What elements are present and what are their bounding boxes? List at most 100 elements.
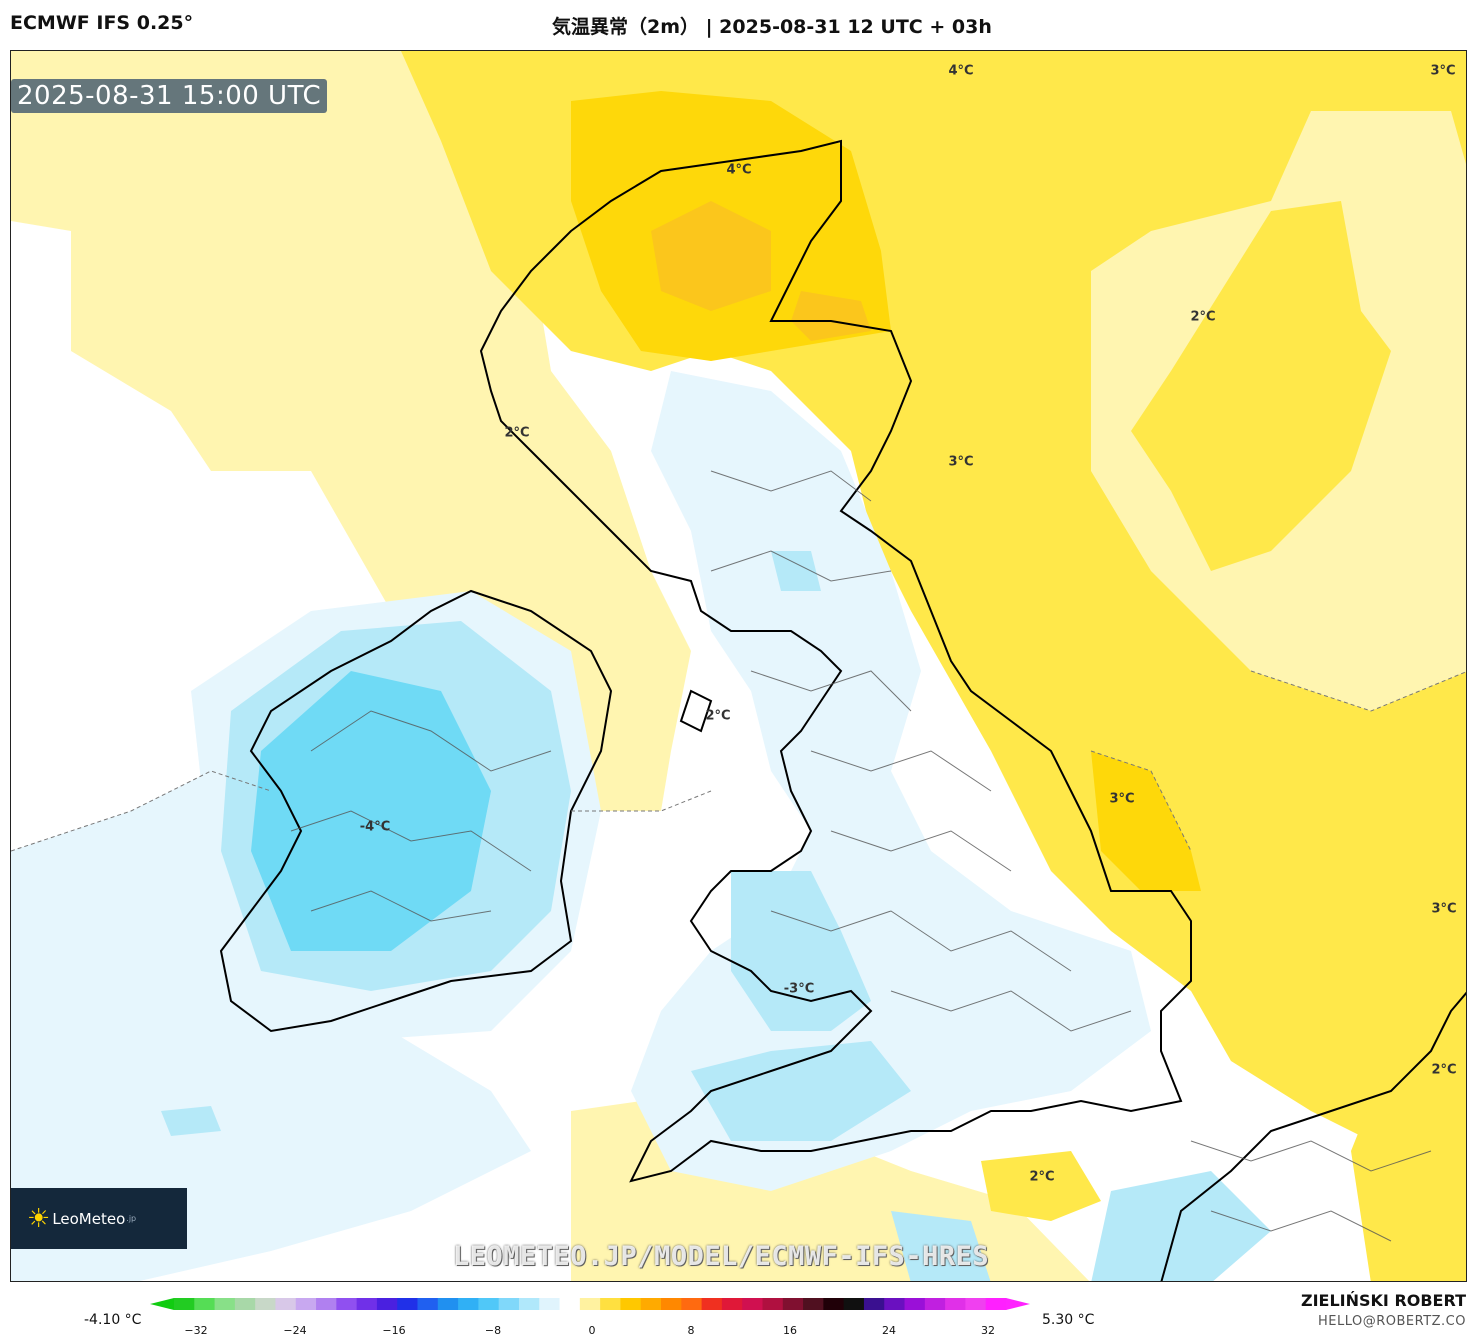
admin-borders <box>290 470 1432 1242</box>
colorbar-swatch <box>458 1298 479 1310</box>
cold-region-brittany <box>891 1211 991 1281</box>
colorbar-swatch <box>275 1298 297 1310</box>
contour-label: 3°C <box>948 454 974 470</box>
colorbar-swatch <box>661 1298 682 1310</box>
colorbar-swatch <box>214 1298 236 1310</box>
warm-blob-east <box>1131 201 1391 571</box>
colorbar-tick-label: −32 <box>184 1324 208 1337</box>
colorbar-tick-label: 0 <box>588 1324 596 1337</box>
chart-title: 気温異常（2m） | 2025-08-31 12 UTC + 03h <box>552 16 992 38</box>
hot-core-scotland <box>651 201 771 311</box>
coast-france <box>1160 991 1466 1281</box>
colorbar-swatch <box>579 1298 601 1310</box>
cold-blob-small <box>161 1106 221 1136</box>
colorbar-min-arrow <box>150 1298 174 1310</box>
colorbar-tick-label: −24 <box>283 1324 307 1337</box>
colorbar-max-arrow <box>1006 1298 1030 1310</box>
colorbar-swatch <box>985 1298 1007 1310</box>
colorbar-swatch <box>721 1298 743 1310</box>
colorbar-swatch <box>640 1298 662 1310</box>
colorbar-swatch <box>965 1298 987 1310</box>
colorbar-swatch <box>174 1298 195 1310</box>
contour-label: -4°C <box>359 819 391 835</box>
contour-label: -3°C <box>783 981 815 997</box>
colorbar-swatch <box>417 1298 439 1310</box>
colorbar-swatch <box>701 1298 723 1310</box>
cold-blob-north-england <box>771 551 821 591</box>
colorbar-swatch <box>600 1298 621 1310</box>
colorbar-swatch <box>803 1298 824 1310</box>
author-email[interactable]: HELLO@ROBERTZ.CO <box>1317 1314 1466 1329</box>
contour-label: 2°C <box>504 425 530 441</box>
cold-region-wales <box>731 871 871 1031</box>
colorbar-swatch <box>904 1298 926 1310</box>
strong-cold-region-ireland <box>251 671 491 951</box>
colorbar-swatch <box>539 1298 561 1310</box>
model-name: ECMWF IFS 0.25° <box>10 12 194 34</box>
colorbar-swatch <box>924 1298 946 1310</box>
coast-scotland <box>479 139 1192 1183</box>
contour-label: 2°C <box>1431 1062 1457 1078</box>
colorbar-tick-label: 16 <box>783 1324 797 1337</box>
colorbar-tick-label: 8 <box>687 1324 695 1337</box>
colorbar-swatch <box>762 1298 784 1310</box>
colorbar-swatch <box>194 1298 216 1310</box>
coast-isle-of-man <box>679 689 713 733</box>
source-watermark: LEOMETEO.JP/MODEL/ECMWF-IFS-HRES <box>453 1241 990 1272</box>
sun-icon: ☀ <box>27 1203 51 1234</box>
colorbar-swatch <box>518 1298 540 1310</box>
colorbar-swatch <box>376 1298 398 1310</box>
contour-label: 3°C <box>1431 901 1457 917</box>
colorbar-swatch <box>742 1298 763 1310</box>
colorbar-swatch <box>295 1298 317 1310</box>
colorbar-tick-label: −8 <box>484 1324 502 1337</box>
warm-blob-channel <box>981 1151 1101 1221</box>
colorbar-swatch <box>620 1298 642 1310</box>
strong-warm-region-lincs <box>1091 751 1201 891</box>
colorbar-swatch <box>843 1298 865 1310</box>
colorbar <box>150 1298 1030 1310</box>
colorbar-swatch <box>498 1298 520 1310</box>
contour-label: 2°C <box>705 708 731 724</box>
colorbar-swatch <box>478 1298 500 1310</box>
contour-label: 3°C <box>1430 63 1456 79</box>
colorbar-swatch <box>782 1298 804 1310</box>
colorbar-swatch <box>945 1298 966 1310</box>
colorbar-swatch <box>437 1298 459 1310</box>
anomaly-map <box>11 51 1466 1281</box>
colorbar-swatch <box>255 1298 276 1310</box>
logo-suffix: .jp <box>126 1214 137 1223</box>
cold-region-france <box>1091 1171 1271 1281</box>
colorbar-swatch <box>336 1298 358 1310</box>
colorbar-swatch <box>863 1298 885 1310</box>
mild-cold-region-atlantic <box>11 771 531 1281</box>
map-panel[interactable]: 4°C 3°C 4°C 2°C 2°C 3°C 2°C -4°C 3°C 3°C… <box>10 50 1467 1282</box>
colorbar-swatch <box>823 1298 845 1310</box>
colorbar-swatch <box>681 1298 703 1310</box>
contour-label: 2°C <box>1190 309 1216 325</box>
contour-label: 2°C <box>1029 1169 1055 1185</box>
contour-label: 4°C <box>948 63 974 79</box>
colorbar-swatch <box>234 1298 256 1310</box>
cold-region-southwest <box>691 1041 911 1141</box>
colorbar-swatch <box>559 1298 581 1310</box>
contour-label: 3°C <box>1109 791 1135 807</box>
colorbar-swatch <box>356 1298 378 1310</box>
author-name: ZIELIŃSKI ROBERT <box>1300 1291 1466 1310</box>
leometeo-logo[interactable]: ☀ LeoMeteo .jp <box>11 1188 187 1249</box>
warm-region-low-countries <box>1351 1012 1466 1281</box>
colorbar-min-label: -4.10 °C <box>84 1312 142 1328</box>
hot-core-northeast <box>791 291 871 341</box>
colorbar-swatch <box>884 1298 906 1310</box>
contour-label: 4°C <box>726 162 752 178</box>
valid-time-badge: 2025-08-31 15:00 UTC <box>11 79 328 113</box>
contour-lines <box>11 670 1466 852</box>
colorbar-swatch <box>316 1298 337 1310</box>
colorbar-tick-label: 32 <box>981 1324 995 1337</box>
colorbar-tick-label: 24 <box>882 1324 896 1337</box>
coast-ireland <box>219 589 613 1033</box>
colorbar-tick-label: −16 <box>382 1324 406 1337</box>
colorbar-swatch <box>397 1298 419 1310</box>
logo-text: LeoMeteo <box>52 1209 126 1228</box>
colorbar-max-label: 5.30 °C <box>1042 1312 1095 1328</box>
